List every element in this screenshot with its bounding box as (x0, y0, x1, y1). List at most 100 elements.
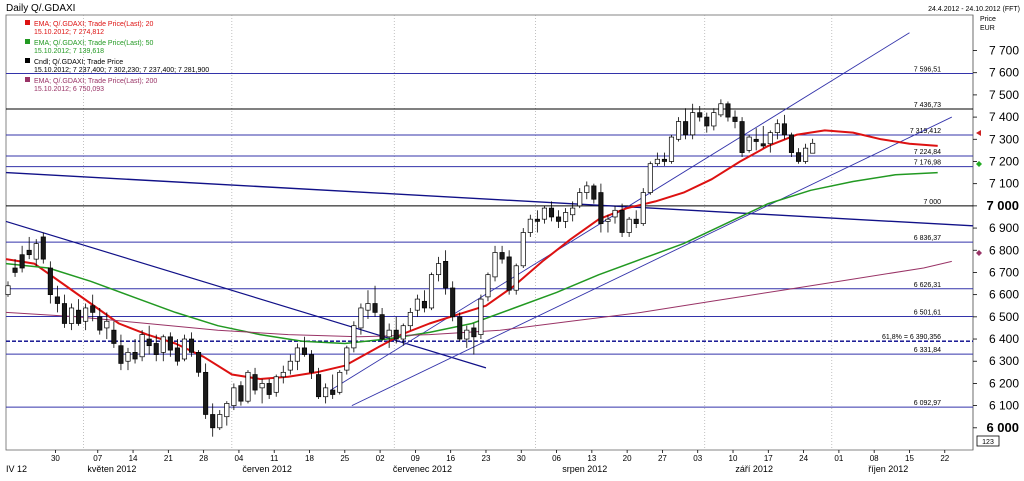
candle-body-65 (464, 329, 470, 340)
candle-body-110 (781, 123, 787, 136)
candle-body-22 (160, 336, 166, 353)
candle-body-38 (273, 376, 279, 393)
x-tick-label-7: 18 (305, 454, 314, 463)
candle-body-94 (668, 136, 675, 162)
month-label-1: květen 2012 (87, 464, 136, 474)
x-tick-label-6: 11 (270, 454, 279, 463)
candle-body-11 (83, 307, 89, 322)
x-tick-label-4: 28 (199, 454, 208, 463)
y-tick-label-16: 7 600 (989, 66, 1019, 80)
candle-body-95 (676, 121, 682, 140)
candle-body-44 (316, 374, 322, 398)
candle-body-35 (252, 374, 258, 391)
candle-body-105 (746, 136, 752, 151)
trendlines (5, 32, 974, 407)
y-tick-label-12: 7 200 (989, 154, 1019, 168)
candle-body-73 (520, 232, 526, 267)
month-label-0: IV 12 (6, 464, 27, 474)
candle-body-8 (61, 303, 68, 324)
candle-body-36 (259, 383, 265, 389)
candle-body-2 (19, 254, 25, 269)
candle-body-27 (196, 351, 202, 373)
candle-body-1 (12, 267, 18, 273)
candle-body-3 (26, 249, 32, 256)
y-tick-label-11: 7 100 (989, 177, 1019, 191)
candle-body-86 (612, 209, 618, 218)
candle-body-53 (379, 314, 385, 340)
legend-swatch-0 (25, 20, 30, 25)
x-tick-label-3: 21 (164, 454, 173, 463)
candle-body-87 (619, 209, 625, 233)
candle-body-34 (245, 371, 251, 402)
candle-body-24 (174, 347, 180, 362)
candle-body-96 (683, 121, 689, 136)
candle-body-90 (640, 192, 646, 224)
candle-body-6 (47, 267, 53, 295)
candle-body-74 (527, 218, 533, 233)
level-label-7: 6 626,31 (914, 282, 941, 289)
candle-body-54 (386, 329, 392, 338)
legend-value-1: 15.10.2012; 7 139,618 (34, 48, 104, 55)
candle-body-4 (33, 243, 39, 260)
candle-body-61 (436, 263, 442, 276)
level-label-10: 6 331,84 (914, 347, 941, 354)
price-axis-label: Price (980, 16, 996, 23)
x-tick-label-23: 08 (870, 454, 879, 463)
candle-body-81 (577, 192, 583, 207)
level-label-11: 6 092,97 (914, 400, 941, 407)
candle-body-42 (301, 347, 307, 355)
legend-name-1: EMA; Q/.GDAXI; Trade Price(Last); 50 (34, 40, 154, 47)
candle-body-49 (351, 325, 357, 349)
candle-body-85 (605, 218, 611, 222)
currency-axis-label: EUR (980, 25, 995, 32)
x-tick-label-0: 30 (51, 454, 60, 463)
candle-body-102 (725, 103, 731, 118)
candle-body-75 (534, 218, 540, 222)
x-tick-label-17: 27 (658, 454, 667, 463)
ema200-marker-icon (976, 250, 982, 256)
x-tick-label-11: 16 (446, 454, 455, 463)
level-label-3: 7 224,84 (914, 149, 941, 156)
x-tick-label-25: 22 (940, 454, 949, 463)
candle-body-77 (548, 207, 555, 218)
month-label-6: říjen 2012 (868, 464, 908, 474)
candle-body-58 (414, 298, 420, 311)
y-tick-label-0: 6 000 (986, 420, 1019, 435)
candle-body-62 (443, 261, 449, 289)
candle-body-45 (323, 387, 329, 398)
candle-body-16 (118, 345, 124, 364)
candle-body-68 (485, 274, 491, 298)
x-tick-label-1: 07 (93, 454, 102, 463)
level-label-2: 7 319,412 (910, 128, 941, 135)
legend-name-3: EMA; Q/.GDAXI; Trade Price(Last); 200 (34, 78, 157, 85)
corner-value: 123 (982, 439, 994, 446)
y-tick-label-7: 6 700 (989, 265, 1019, 279)
level-label-8: 6 501,61 (914, 309, 941, 316)
candle-body-20 (146, 338, 152, 347)
y-tick-label-2: 6 200 (989, 376, 1019, 390)
candle-body-12 (90, 305, 96, 313)
candle-body-91 (647, 163, 653, 193)
candle-body-114 (810, 142, 816, 154)
level-label-1: 7 436,73 (914, 102, 941, 109)
candle-body-67 (478, 298, 484, 335)
candle-body-26 (188, 338, 195, 353)
candle-body-40 (287, 360, 293, 371)
y-tick-label-6: 6 600 (989, 288, 1019, 302)
x-tick-label-19: 10 (729, 454, 738, 463)
candle-body-13 (97, 316, 103, 331)
candle-body-101 (718, 103, 724, 116)
candle-body-104 (739, 121, 745, 153)
x-tick-label-2: 14 (129, 454, 138, 463)
candle-body-89 (633, 218, 639, 224)
candle-body-88 (626, 218, 632, 233)
candle-body-111 (788, 134, 795, 153)
legend-name-2: Cndl; Q/.GDAXI; Trade Price (34, 59, 123, 66)
level-label-0: 7 596,51 (914, 66, 941, 73)
candle-body-25 (181, 338, 187, 360)
candle-body-64 (457, 316, 463, 340)
x-tick-label-20: 17 (764, 454, 773, 463)
candle-body-69 (492, 252, 498, 278)
candle-body-15 (111, 329, 117, 344)
